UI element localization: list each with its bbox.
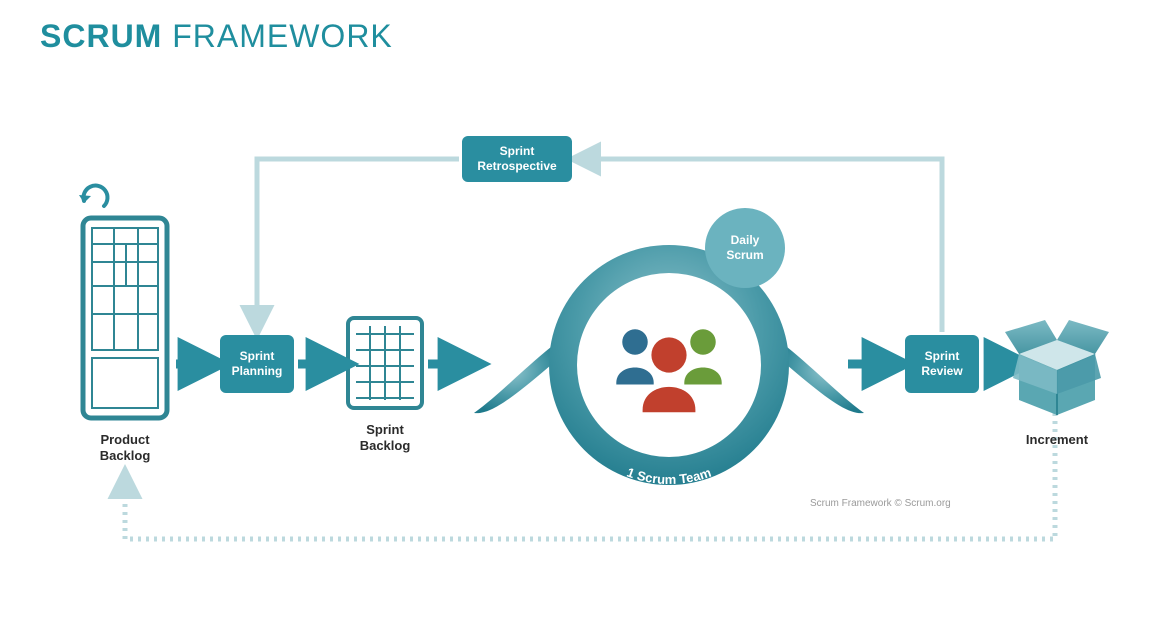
sprint-circle-caption: 1 Scrum Team [625,465,713,487]
sprint-circle: 1 Scrum Team [474,245,864,487]
feedback-retro-to-planning [257,159,459,326]
team-icon [616,329,721,412]
feedback-increment-to-product [125,413,1055,539]
page-title: SCRUM FRAMEWORK [40,18,393,55]
sprint-retrospective-node: SprintRetrospective [462,136,572,182]
increment-box-icon [1005,320,1109,415]
daily-scrum-label: DailyScrum [726,233,763,263]
svg-text:1 Scrum Team: 1 Scrum Team [625,465,713,487]
sprint-review-node: SprintReview [905,335,979,393]
product-backlog-icon [83,218,167,418]
diagram-canvas: 1 Scrum Team [0,0,1150,618]
title-light: FRAMEWORK [172,18,393,54]
product-backlog-label: ProductBacklog [78,432,172,465]
credit-line: Scrum Framework © Scrum.org [810,498,951,509]
increment-label: Increment [1012,432,1102,448]
sprint-retro-label: SprintRetrospective [477,144,556,174]
sprint-backlog-icon [348,318,422,408]
refresh-icon [79,186,107,206]
title-bold: SCRUM [40,18,162,54]
sprint-planning-label: SprintPlanning [232,349,283,379]
sprint-planning-node: SprintPlanning [220,335,294,393]
sprint-backlog-label: SprintBacklog [348,422,422,455]
daily-scrum-label-wrap: DailyScrum [705,208,785,288]
sprint-review-label: SprintReview [921,349,962,379]
